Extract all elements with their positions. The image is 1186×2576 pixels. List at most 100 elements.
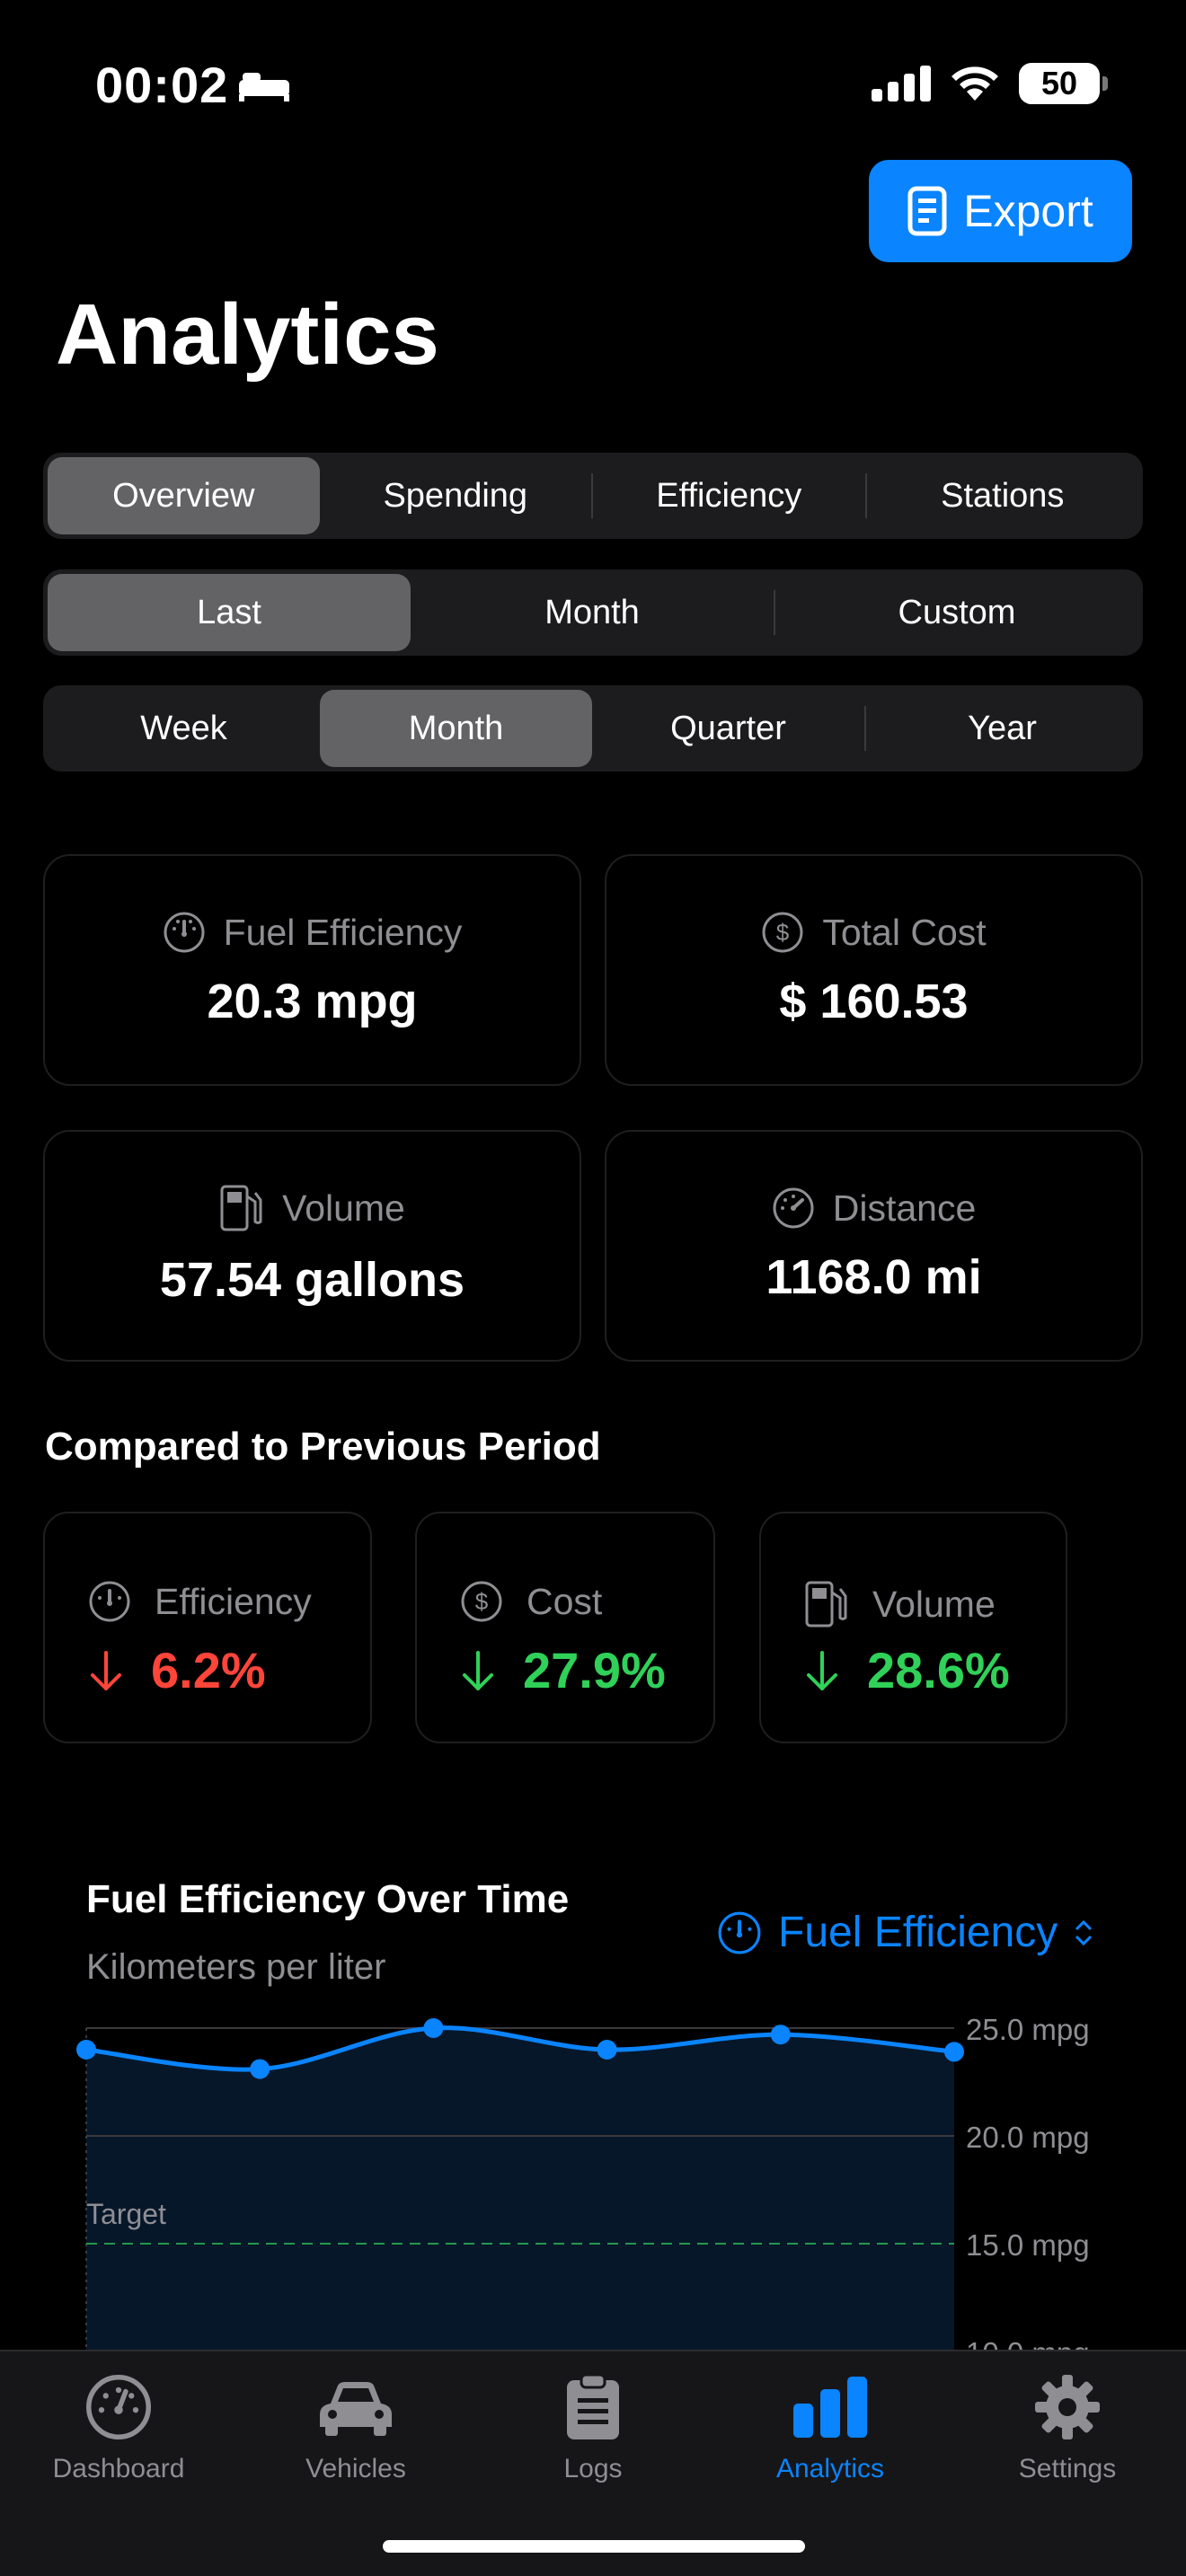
comparison-card-volume: Volume 28.6%: [759, 1512, 1067, 1743]
tabbar-label: Vehicles: [305, 2454, 406, 2483]
dollar-circle-icon: $: [461, 1581, 502, 1622]
y-tick-label: 15.0 mpg: [966, 2228, 1090, 2262]
page-title: Analytics: [56, 287, 439, 383]
tab-stations[interactable]: Stations: [941, 476, 1065, 515]
stat-value: 20.3 mpg: [207, 975, 418, 1028]
status-time: 00:02: [95, 56, 291, 114]
data-point: [423, 2018, 444, 2038]
comparison-label: Efficiency: [155, 1580, 312, 1622]
chart-title: Fuel Efficiency Over Time: [86, 1877, 570, 1921]
tab-week[interactable]: Week: [140, 709, 227, 747]
metric-picker-label: Fuel Efficiency: [778, 1909, 1058, 1956]
wifi-icon: [951, 66, 998, 101]
cellular-signal-icon: [872, 66, 931, 101]
y-tick-label: 10.0 mpg: [966, 2336, 1090, 2350]
tab-bar: Dashboard Vehicles Logs Analytics: [0, 2350, 1186, 2576]
tabbar-label: Dashboard: [52, 2454, 185, 2483]
svg-text:$: $: [475, 1588, 489, 1615]
arrow-down-icon: [463, 1650, 493, 1690]
stat-label: Volume: [282, 1187, 405, 1229]
segment-divider: [864, 706, 866, 751]
metric-picker[interactable]: Fuel Efficiency: [717, 1908, 1093, 1957]
tabbar-item-vehicles[interactable]: Vehicles: [237, 2373, 474, 2484]
stat-card-volume: Volume 57.54 gallons: [43, 1130, 581, 1362]
stat-label: Fuel Efficiency: [223, 911, 463, 953]
target-label: Target: [86, 2198, 166, 2230]
y-tick-label: 25.0 mpg: [966, 2013, 1090, 2046]
efficiency-line-chart: 25.0 mpg 20.0 mpg 15.0 mpg 10.0 mpg Target: [76, 2013, 1090, 2350]
tab-month[interactable]: Month: [320, 690, 592, 767]
tab-quarter[interactable]: Quarter: [670, 709, 786, 747]
comparison-value: 28.6%: [867, 1642, 1010, 1698]
car-icon: [320, 2382, 392, 2436]
stat-card-distance: Distance 1168.0 mi: [605, 1130, 1143, 1362]
tabbar-label: Logs: [563, 2454, 623, 2483]
stat-value: 57.54 gallons: [159, 1253, 465, 1307]
time-label: 00:02: [95, 57, 229, 113]
data-point: [944, 2042, 964, 2062]
tabbar-item-logs[interactable]: Logs: [474, 2373, 712, 2484]
data-point: [76, 2040, 96, 2060]
tabbar-item-dashboard[interactable]: Dashboard: [0, 2373, 237, 2484]
tab-efficiency[interactable]: Efficiency: [656, 476, 802, 515]
comparison-card-efficiency: Efficiency 6.2%: [43, 1512, 372, 1743]
clipboard-icon: [567, 2373, 619, 2439]
efficiency-series-line: [85, 2025, 955, 2072]
data-point: [250, 2059, 270, 2079]
stat-value: 1168.0 mi: [766, 1250, 982, 1304]
comparison-title: Compared to Previous Period: [45, 1425, 601, 1469]
segment-divider: [774, 590, 775, 635]
tabbar-label: Settings: [1018, 2454, 1117, 2483]
chevron-up-down-icon: [1075, 1919, 1093, 1945]
speedometer-icon: [773, 1187, 814, 1229]
tabbar-item-settings[interactable]: Settings: [949, 2373, 1186, 2484]
comparison-label: Volume: [872, 1583, 996, 1625]
gauge-icon: [164, 912, 205, 953]
chart-subtitle: Kilometers per liter: [86, 1947, 386, 1987]
tab-overview[interactable]: Overview: [48, 457, 320, 534]
stat-value: $ 160.53: [779, 975, 969, 1028]
analytics-section-tabs: Overview Spending Efficiency Stations: [43, 453, 1143, 539]
dollar-circle-icon: $: [762, 912, 803, 953]
tabbar-item-analytics[interactable]: Analytics: [712, 2373, 949, 2484]
battery-indicator: 50: [1019, 63, 1108, 104]
arrow-down-icon: [91, 1650, 121, 1690]
fuel-pump-icon: [805, 1581, 847, 1628]
bar-chart-icon: [793, 2377, 867, 2438]
data-point: [597, 2040, 617, 2060]
document-icon: [907, 186, 947, 236]
comparison-value: 27.9%: [523, 1642, 666, 1698]
comparison-value: 6.2%: [151, 1642, 266, 1698]
comparison-card-cost: $ Cost 27.9%: [415, 1512, 715, 1743]
data-point: [770, 2025, 791, 2045]
segment-divider: [864, 473, 867, 518]
stat-label: Total Cost: [822, 911, 987, 953]
export-label: Export: [963, 186, 1093, 236]
stat-card-total-cost: $ Total Cost $ 160.53: [605, 854, 1143, 1086]
status-indicators: 50: [872, 63, 1108, 104]
tab-spending[interactable]: Spending: [383, 476, 528, 515]
gear-icon: [1035, 2375, 1100, 2439]
export-button[interactable]: Export: [869, 160, 1132, 262]
home-indicator: [383, 2540, 805, 2553]
stat-card-efficiency: Fuel Efficiency 20.3 mpg: [43, 854, 581, 1086]
tab-last[interactable]: Last: [48, 574, 411, 651]
range-mode-tabs: Last Month Custom: [43, 569, 1143, 656]
sleep-focus-icon: [239, 72, 290, 101]
tabbar-label: Analytics: [775, 2454, 885, 2483]
tab-month-range[interactable]: Month: [544, 593, 640, 631]
gauge-icon: [718, 1911, 761, 1954]
fuel-pump-icon: [220, 1185, 262, 1231]
tab-year[interactable]: Year: [968, 709, 1037, 747]
gauge-icon: [89, 1581, 130, 1622]
battery-level: 50: [1040, 65, 1078, 101]
arrow-down-icon: [807, 1650, 837, 1690]
stat-label: Distance: [832, 1187, 977, 1229]
svg-text:$: $: [776, 919, 790, 946]
period-tabs: Week Month Quarter Year: [43, 685, 1143, 772]
y-tick-label: 20.0 mpg: [966, 2121, 1090, 2154]
tab-custom[interactable]: Custom: [898, 593, 1016, 631]
gauge-icon: [85, 2374, 152, 2440]
chart-area-fill: [86, 2027, 954, 2350]
comparison-label: Cost: [527, 1580, 603, 1622]
